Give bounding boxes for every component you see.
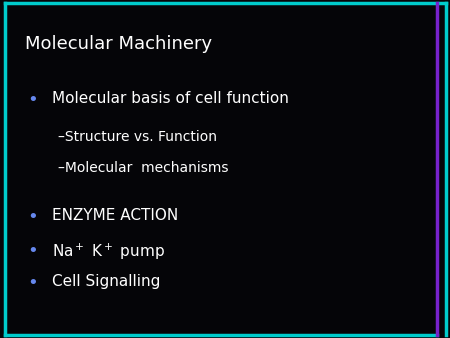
Text: •: •: [27, 91, 38, 109]
Text: –Molecular  mechanisms: –Molecular mechanisms: [58, 161, 229, 174]
Text: Cell Signalling: Cell Signalling: [52, 274, 160, 289]
Text: Molecular basis of cell function: Molecular basis of cell function: [52, 91, 288, 106]
Text: Molecular Machinery: Molecular Machinery: [25, 35, 212, 53]
Text: •: •: [27, 208, 38, 226]
Text: •: •: [27, 274, 38, 292]
Text: –Structure vs. Function: –Structure vs. Function: [58, 130, 217, 144]
Text: Na$^+$ K$^+$ pump: Na$^+$ K$^+$ pump: [52, 242, 165, 262]
Text: ENZYME ACTION: ENZYME ACTION: [52, 208, 178, 223]
Text: •: •: [27, 242, 38, 260]
